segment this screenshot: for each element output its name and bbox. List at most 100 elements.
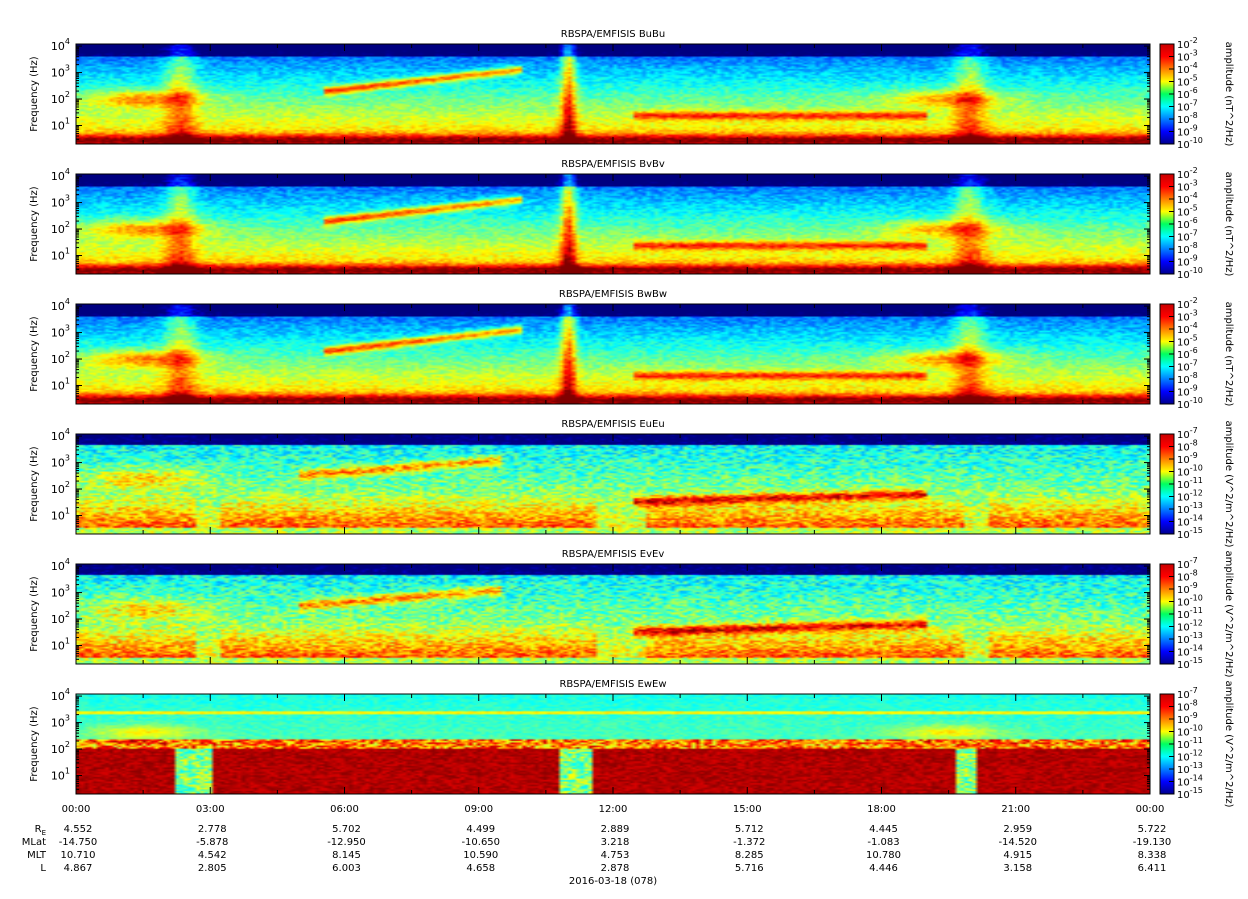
ephemeris-value: 4.915: [1003, 850, 1032, 861]
y-tick-label: 102: [51, 220, 70, 236]
spectrogram-image: [76, 694, 1150, 794]
colorbar-label: amplitude (V^2/m^2/Hz): [1223, 550, 1234, 677]
x-tick-label: 12:00: [599, 804, 628, 815]
spectrogram-panel-4: RBSPA/EMFISIS EuEu 101 102 103 104 Frequency …: [29, 419, 1234, 548]
ephemeris-row-label: RE: [35, 824, 46, 837]
x-tick-label: 21:00: [1001, 804, 1030, 815]
ephemeris-value: 4.658: [466, 863, 495, 874]
y-axis-label: Frequency (Hz): [29, 576, 40, 652]
spectrogram-image: [76, 174, 1150, 274]
x-tick-label: 18:00: [867, 804, 896, 815]
ephemeris-value: -5.878: [196, 837, 228, 848]
ephemeris-value: -14.520: [998, 837, 1037, 848]
y-tick-label: 103: [51, 584, 70, 600]
colorbar-label: amplitude (nT^2/Hz): [1223, 42, 1234, 147]
ephemeris-value: -1.083: [867, 837, 899, 848]
panel-title: RBSPA/EMFISIS BvBv: [561, 159, 665, 170]
y-tick-label: 102: [51, 90, 70, 106]
ephemeris-value: 8.145: [332, 850, 361, 861]
spectrogram-image: [76, 434, 1150, 534]
colorbar-label: amplitude (nT^2/Hz): [1223, 172, 1234, 277]
y-tick-label: 103: [51, 714, 70, 730]
y-axis-label: Frequency (Hz): [29, 316, 40, 392]
ephemeris-value: 4.867: [64, 863, 93, 874]
y-tick-label: 103: [51, 194, 70, 210]
ephemeris-value: 10.590: [463, 850, 498, 861]
ephemeris-value: 10.710: [61, 850, 96, 861]
ephemeris-value: 3.218: [601, 837, 630, 848]
ephemeris-value: 8.285: [735, 850, 764, 861]
ephemeris-value: 6.003: [332, 863, 361, 874]
y-tick-label: 104: [51, 557, 70, 573]
panel-title: RBSPA/EMFISIS EwEw: [559, 679, 666, 690]
y-tick-label: 104: [51, 297, 70, 313]
panel-title: RBSPA/EMFISIS BuBu: [561, 29, 665, 40]
ephemeris-row-label: L: [40, 863, 46, 874]
ephemeris-value: -19.130: [1133, 837, 1172, 848]
ephemeris-value: 2.805: [198, 863, 227, 874]
ephemeris-value: -12.950: [327, 837, 366, 848]
ephemeris-value: 4.445: [869, 824, 898, 835]
panel-title: RBSPA/EMFISIS EvEv: [562, 549, 665, 560]
panel-title: RBSPA/EMFISIS EuEu: [561, 419, 664, 430]
y-axis-label: Frequency (Hz): [29, 186, 40, 262]
y-tick-label: 102: [51, 350, 70, 366]
ephemeris-table: RE 4.552 2.778 5.702 4.499 2.889 5.712 4.445 2.9…: [22, 824, 1172, 874]
y-tick-label: 101: [51, 116, 70, 132]
ephemeris-value: -10.650: [461, 837, 500, 848]
ephemeris-value: 4.542: [198, 850, 227, 861]
spectrogram-image: [76, 44, 1150, 144]
colorbar-label: amplitude (nT^2/Hz): [1223, 302, 1234, 407]
y-tick-label: 101: [51, 766, 70, 782]
x-tick-label: 15:00: [733, 804, 762, 815]
spectrogram-image: [76, 304, 1150, 404]
ephemeris-value: 4.753: [601, 850, 630, 861]
y-tick-label: 101: [51, 636, 70, 652]
y-tick-label: 102: [51, 480, 70, 496]
panels-group: RBSPA/EMFISIS BuBu 101 102 103 104 Frequency …: [29, 29, 1234, 808]
ephemeris-value: 5.712: [735, 824, 764, 835]
ephemeris-value: -1.372: [733, 837, 765, 848]
y-tick-label: 103: [51, 454, 70, 470]
y-tick-label: 104: [51, 167, 70, 183]
y-tick-label: 103: [51, 64, 70, 80]
x-tick-label: 09:00: [464, 804, 493, 815]
spectrogram-image: [76, 564, 1150, 664]
ephemeris-value: 2.778: [198, 824, 227, 835]
y-tick-label: 102: [51, 740, 70, 756]
ephemeris-value: 2.878: [601, 863, 630, 874]
spectrogram-panel-1: RBSPA/EMFISIS BuBu 101 102 103 104 Frequency …: [29, 29, 1234, 151]
ephemeris-value: 4.499: [466, 824, 495, 835]
spectrogram-panel-5: RBSPA/EMFISIS EvEv 101 102 103 104 Frequency …: [29, 549, 1234, 678]
ephemeris-row-label: MLT: [27, 850, 47, 861]
y-tick-label: 103: [51, 324, 70, 340]
ephemeris-value: -14.750: [59, 837, 98, 848]
date-label: 2016-03-18 (078): [569, 876, 657, 887]
y-tick-label: 102: [51, 610, 70, 626]
ephemeris-value: 10.780: [866, 850, 901, 861]
ephemeris-value: 6.411: [1138, 863, 1167, 874]
ephemeris-value: 2.959: [1003, 824, 1032, 835]
time-axis: 00:00 03:00 06:00 09:00 12:00 15:00 18:00 21:00…: [62, 804, 1165, 887]
y-tick-label: 104: [51, 687, 70, 703]
panel-title: RBSPA/EMFISIS BwBw: [559, 289, 667, 300]
ephemeris-row-label: MLat: [22, 837, 46, 848]
colorbar-label: amplitude (V^2/m^2/Hz): [1223, 420, 1234, 547]
ephemeris-value: 5.716: [735, 863, 764, 874]
y-tick-label: 101: [51, 376, 70, 392]
colorbar-label: amplitude (V^2/m^2/Hz): [1223, 680, 1234, 807]
ephemeris-value: 8.338: [1138, 850, 1167, 861]
y-tick-label: 101: [51, 246, 70, 262]
ephemeris-value: 4.552: [64, 824, 93, 835]
y-axis-label: Frequency (Hz): [29, 706, 40, 782]
y-tick-label: 104: [51, 427, 70, 443]
ephemeris-value: 5.702: [332, 824, 361, 835]
y-tick-label: 101: [51, 506, 70, 522]
x-tick-label: 03:00: [196, 804, 225, 815]
ephemeris-value: 4.446: [869, 863, 898, 874]
spectrogram-panel-6: RBSPA/EMFISIS EwEw 101 102 103 104 Frequency …: [29, 679, 1234, 808]
x-tick-label: 00:00: [1136, 804, 1165, 815]
ephemeris-value: 3.158: [1003, 863, 1032, 874]
y-tick-label: 104: [51, 37, 70, 53]
